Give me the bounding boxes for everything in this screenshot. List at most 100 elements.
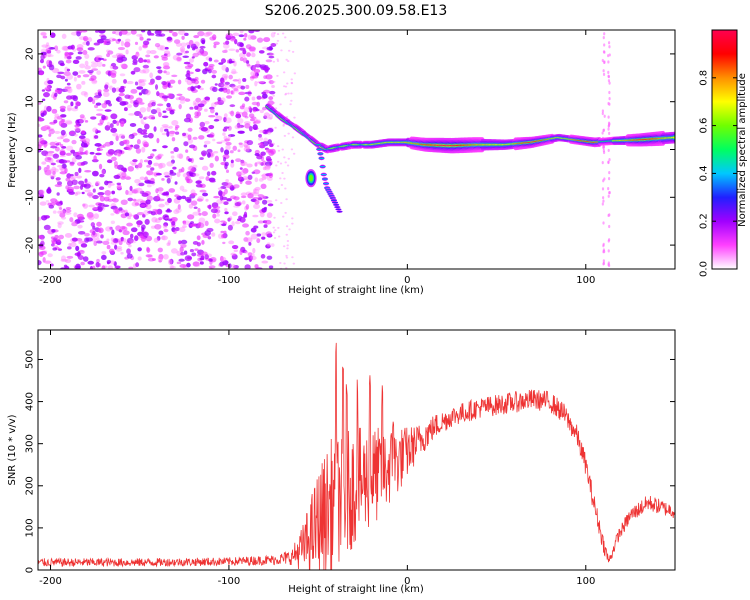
- streak-speckle: [603, 50, 606, 54]
- noise-speckle: [90, 116, 97, 120]
- noise-speckle: [223, 201, 229, 206]
- noise-speckle: [66, 74, 74, 80]
- streak-speckle: [602, 242, 605, 246]
- noise-speckle: [184, 98, 191, 102]
- noise-speckle: [289, 40, 292, 43]
- noise-speckle: [186, 262, 191, 268]
- noise-speckle: [244, 250, 249, 254]
- noise-speckle: [120, 63, 125, 67]
- noise-speckle: [254, 162, 258, 167]
- spectrogram-x-tick-label: -200: [39, 275, 62, 286]
- noise-speckle: [87, 96, 93, 103]
- noise-speckle: [153, 126, 157, 132]
- noise-speckle: [176, 261, 182, 265]
- noise-speckle: [46, 84, 52, 89]
- noise-speckle: [284, 161, 287, 164]
- noise-speckle: [40, 54, 45, 60]
- noise-speckle: [62, 208, 67, 214]
- noise-speckle: [145, 254, 153, 258]
- noise-speckle: [38, 189, 44, 195]
- noise-speckle: [172, 54, 180, 61]
- noise-speckle: [224, 138, 230, 142]
- noise-speckle: [268, 150, 275, 156]
- noise-speckle: [115, 52, 124, 57]
- noise-speckle: [266, 117, 273, 120]
- noise-speckle: [196, 262, 201, 267]
- noise-speckle: [276, 39, 280, 42]
- noise-speckle: [71, 237, 78, 242]
- noise-speckle: [277, 149, 281, 152]
- noise-speckle: [268, 113, 274, 120]
- noise-speckle: [276, 145, 280, 148]
- noise-speckle: [38, 117, 44, 122]
- noise-speckle: [47, 157, 52, 161]
- noise-speckle: [71, 179, 78, 186]
- noise-speckle: [38, 102, 42, 105]
- noise-speckle: [266, 212, 273, 219]
- noise-speckle: [185, 50, 189, 54]
- branch-segment: [315, 144, 322, 146]
- noise-speckle: [283, 262, 286, 265]
- noise-speckle: [51, 166, 57, 173]
- noise-speckle: [252, 247, 256, 254]
- noise-speckle: [170, 155, 175, 159]
- noise-speckle: [42, 256, 46, 263]
- noise-speckle: [285, 266, 288, 269]
- noise-speckle: [46, 188, 52, 194]
- noise-speckle: [142, 67, 150, 74]
- noise-speckle: [229, 150, 234, 154]
- noise-speckle: [72, 71, 79, 76]
- noise-speckle: [233, 196, 240, 201]
- noise-speckle: [169, 264, 174, 269]
- noise-speckle: [224, 81, 230, 85]
- noise-speckle: [85, 237, 93, 242]
- noise-speckle: [95, 102, 102, 106]
- noise-speckle: [81, 80, 86, 85]
- noise-speckle: [213, 195, 220, 199]
- noise-speckle: [107, 149, 115, 155]
- noise-speckle: [79, 118, 84, 124]
- noise-speckle: [100, 35, 107, 41]
- noise-speckle: [213, 41, 220, 46]
- noise-speckle: [203, 32, 211, 37]
- noise-speckle: [287, 60, 290, 63]
- noise-speckle: [135, 262, 140, 268]
- noise-speckle: [92, 195, 99, 200]
- noise-speckle: [290, 81, 293, 84]
- noise-speckle: [192, 46, 199, 50]
- noise-speckle: [40, 126, 48, 132]
- noise-speckle: [227, 217, 233, 221]
- noise-speckle: [103, 40, 107, 44]
- noise-speckle: [168, 85, 173, 88]
- noise-speckle: [235, 158, 242, 163]
- noise-speckle: [98, 93, 103, 97]
- noise-speckle: [74, 133, 78, 137]
- noise-speckle: [153, 55, 159, 59]
- noise-speckle: [178, 96, 186, 101]
- noise-speckle: [140, 132, 148, 135]
- noise-speckle: [218, 82, 225, 88]
- noise-speckle: [250, 118, 256, 122]
- noise-speckle: [64, 258, 72, 264]
- noise-speckle: [90, 63, 98, 68]
- noise-speckle: [210, 208, 218, 214]
- noise-speckle: [246, 163, 253, 168]
- noise-speckle: [213, 150, 219, 154]
- noise-speckle: [247, 193, 254, 199]
- noise-speckle: [70, 31, 79, 36]
- noise-speckle: [40, 251, 47, 255]
- noise-speckle: [203, 108, 208, 112]
- noise-speckle: [149, 49, 157, 55]
- noise-speckle: [258, 133, 262, 138]
- colorbar-tick-label: 0.2: [699, 213, 710, 229]
- noise-speckle: [190, 200, 198, 206]
- noise-speckle: [58, 167, 65, 171]
- noise-speckle: [176, 52, 183, 56]
- spectrogram-x-tick-label: 0: [404, 275, 410, 286]
- noise-speckle: [277, 160, 280, 163]
- noise-speckle: [260, 151, 266, 156]
- noise-speckle: [273, 31, 276, 34]
- noise-speckle: [229, 104, 236, 108]
- noise-speckle: [248, 30, 255, 34]
- noise-speckle: [157, 69, 163, 74]
